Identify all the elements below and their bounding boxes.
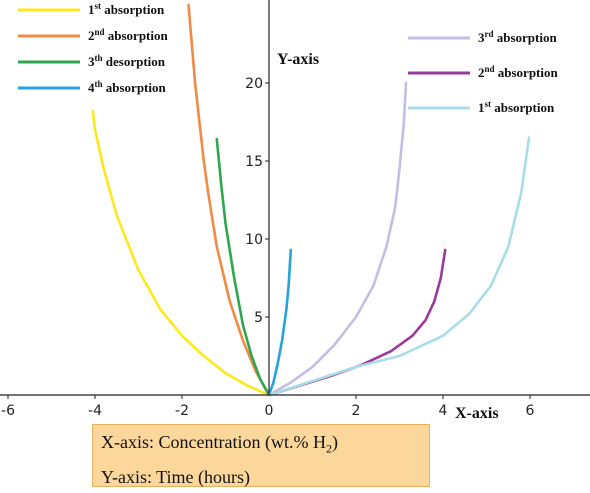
series-layer — [91, 3, 531, 397]
series-line-5 — [267, 248, 447, 397]
x-tick-label-1: -4 — [88, 403, 102, 419]
axis-note-line-2: Y-axis: Time (hours) — [101, 466, 251, 487]
series-line-4 — [267, 81, 408, 397]
y-tick-label-1: 10 — [245, 232, 263, 248]
legend-right-label-1: 2nd absorption — [478, 64, 558, 80]
axis-note-line-1: X-axis: Concentration (wt.% H2) — [101, 432, 338, 456]
x-tick-label-5: 4 — [439, 403, 448, 419]
x-tick-label-4: 2 — [352, 403, 361, 419]
legend-right-label-2: 1st absorption — [478, 99, 555, 115]
y-axis-title: Y-axis — [277, 51, 319, 68]
series-line-3 — [267, 248, 293, 397]
legend-left-label-3: 4th absorption — [88, 79, 166, 95]
axes-layer — [0, 0, 590, 396]
series-line-2 — [215, 137, 271, 397]
legend-left-label-1: 2nd absorption — [88, 27, 168, 43]
ticks-layer: -6 -4 -2 0 2 4 6 5 10 15 20 — [1, 76, 535, 419]
legend-layer: 1st absorption 2nd absorption 3th desorpti… — [18, 1, 558, 115]
series-line-6 — [267, 136, 531, 397]
y-tick-label-3: 20 — [245, 76, 263, 92]
legend-left-label-2: 3th desorption — [88, 53, 166, 69]
x-tick-label-2: -2 — [175, 403, 189, 419]
legend-left-label-0: 1st absorption — [88, 1, 165, 17]
x-tick-label-3: 0 — [265, 403, 274, 419]
series-line-0 — [91, 109, 271, 397]
x-tick-label-6: 6 — [526, 403, 535, 419]
x-tick-label-0: -6 — [1, 403, 15, 419]
y-tick-label-0: 5 — [254, 310, 263, 326]
series-line-1 — [187, 3, 271, 397]
legend-right-label-0: 3rd absorption — [478, 29, 557, 45]
y-tick-label-2: 15 — [245, 154, 263, 170]
x-axis-title: X-axis — [455, 405, 499, 422]
axis-note-box: X-axis: Concentration (wt.% H2) Y-axis: … — [92, 424, 430, 487]
